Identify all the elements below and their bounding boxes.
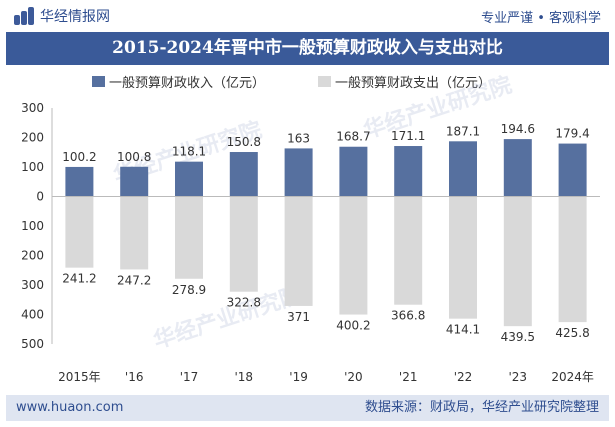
y-tick-label: 400 <box>21 308 44 322</box>
revenue-data-label: 118.1 <box>172 145 206 159</box>
expenditure-data-label: 366.8 <box>391 309 425 323</box>
legend-label-expenditure: 一般预算财政支出（亿元） <box>335 76 492 91</box>
footer-url[interactable]: www.huaon.com <box>16 400 124 415</box>
expenditure-bar <box>503 196 532 327</box>
revenue-data-label: 150.8 <box>227 135 261 149</box>
footer-source: 数据来源：财政局，华经产业研究院整理 <box>364 400 599 415</box>
x-tick-label: 2024年 <box>551 370 594 384</box>
legend-swatch-expenditure <box>318 76 331 87</box>
y-tick-label: 0 <box>36 190 44 204</box>
expenditure-data-label: 425.8 <box>555 326 589 340</box>
x-tick-label: '20 <box>344 370 363 384</box>
y-tick-label: 200 <box>21 249 44 263</box>
legend-label-revenue: 一般预算财政收入（亿元） <box>109 76 266 91</box>
revenue-data-label: 100.8 <box>117 150 151 164</box>
expenditure-bar <box>284 196 313 306</box>
x-tick-label: '21 <box>399 370 418 384</box>
revenue-data-label: 194.6 <box>501 122 535 136</box>
x-tick-label: 2015年 <box>58 370 101 384</box>
revenue-data-label: 100.2 <box>62 150 96 164</box>
revenue-bar <box>394 146 423 197</box>
expenditure-data-label: 278.9 <box>172 283 206 297</box>
expenditure-bar <box>120 196 149 270</box>
revenue-bar <box>229 152 258 197</box>
chart-title: 2015-2024年晋中市一般预算财政收入与支出对比 <box>6 32 609 65</box>
legend-swatch-revenue <box>92 76 105 87</box>
expenditure-data-label: 247.2 <box>117 273 151 287</box>
footer: www.huaon.com 数据来源：财政局，华经产业研究院整理 <box>6 395 609 421</box>
legend-item-revenue: 一般预算财政收入（亿元） <box>92 72 265 91</box>
x-tick-label: '18 <box>235 370 254 384</box>
expenditure-bar <box>449 196 477 319</box>
revenue-data-label: 163 <box>287 131 310 145</box>
x-tick-label: '22 <box>454 370 473 384</box>
expenditure-bar <box>558 196 587 323</box>
revenue-bar <box>175 161 203 197</box>
tagline: 专业严谨 • 客观科学 <box>481 11 601 26</box>
expenditure-data-label: 414.1 <box>446 323 480 337</box>
revenue-data-label: 171.1 <box>391 129 425 143</box>
y-tick-label: 200 <box>21 131 44 145</box>
y-tick-label: 300 <box>21 101 44 115</box>
revenue-bar <box>449 141 477 197</box>
expenditure-data-label: 371 <box>287 310 310 324</box>
y-tick-label: 100 <box>21 160 44 174</box>
revenue-bar <box>503 139 532 197</box>
x-tick-label: '23 <box>509 370 528 384</box>
expenditure-data-label: 400.2 <box>336 319 370 333</box>
expenditure-bar <box>229 196 258 292</box>
revenue-bar <box>284 148 313 197</box>
legend-item-expenditure: 一般预算财政支出（亿元） <box>318 72 491 91</box>
revenue-bar <box>120 166 149 197</box>
expenditure-bar <box>65 196 94 268</box>
revenue-bar <box>339 146 368 197</box>
revenue-bar <box>65 166 94 197</box>
x-tick-label: '19 <box>289 370 308 384</box>
expenditure-bar <box>394 196 423 305</box>
expenditure-data-label: 241.2 <box>62 272 96 286</box>
brand-name: 华经情报网 <box>40 9 110 25</box>
huajing-logo-icon <box>14 7 34 25</box>
expenditure-data-label: 439.5 <box>501 330 535 344</box>
chart-legend: 一般预算财政收入（亿元） 一般预算财政支出（亿元） <box>0 72 615 92</box>
x-tick-label: '17 <box>180 370 199 384</box>
y-tick-label: 300 <box>21 278 44 292</box>
brand[interactable]: 华经情报网 <box>14 6 110 26</box>
expenditure-bar <box>175 196 203 279</box>
x-tick-label: '16 <box>125 370 144 384</box>
expenditure-bar <box>339 196 368 315</box>
y-tick-label: 500 <box>21 337 44 351</box>
revenue-data-label: 187.1 <box>446 124 480 138</box>
expenditure-data-label: 322.8 <box>227 296 261 310</box>
header: 华经情报网 专业严谨 • 客观科学 <box>0 0 615 30</box>
revenue-bar <box>558 143 587 197</box>
revenue-data-label: 168.7 <box>336 130 370 144</box>
y-tick-label: 100 <box>21 219 44 233</box>
revenue-data-label: 179.4 <box>555 127 589 141</box>
